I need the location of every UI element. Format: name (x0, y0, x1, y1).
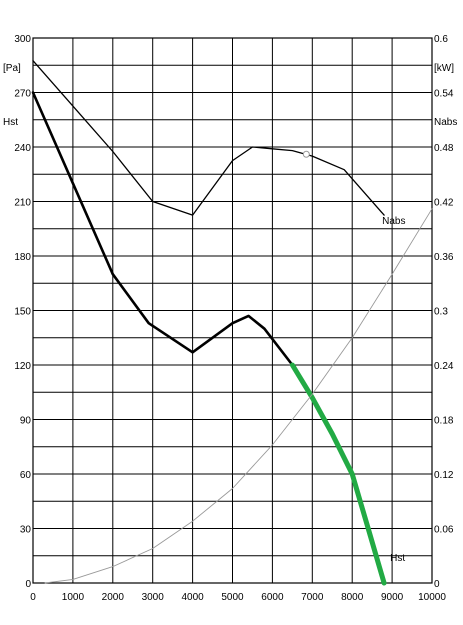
curve-label: Nabs (382, 216, 405, 227)
y-right-tick-label: 0.6 (434, 34, 448, 45)
y-left-tick-label: 0 (25, 579, 31, 590)
x-tick-label: 6000 (261, 592, 284, 603)
right-axis-unit: [kW] (434, 63, 454, 74)
y-left-tick-label: 90 (20, 416, 32, 427)
y-left-tick-label: 180 (14, 252, 31, 263)
operating-point-marker (302, 150, 310, 158)
series-2-line (289, 362, 387, 586)
x-tick-label: 4000 (181, 592, 204, 603)
x-tick-label: 2000 (102, 592, 125, 603)
y-right-tick-label: 0.12 (434, 470, 454, 481)
y-left-tick-label: 300 (14, 34, 31, 45)
y-left-tick-label: 30 (20, 525, 32, 536)
y-right-tick-label: 0.18 (434, 416, 454, 427)
y-right-tick-label: 0.24 (434, 361, 454, 372)
grid (32, 37, 433, 584)
y-right-tick-label: 0.42 (434, 198, 454, 209)
y-right-tick-label: 0.36 (434, 252, 454, 263)
y-right-tick-label: 0.54 (434, 89, 454, 100)
x-tick-label: 5000 (221, 592, 244, 603)
y-right-tick-label: 0.3 (434, 307, 448, 318)
x-tick-label: 10000 (418, 592, 446, 603)
annotations: Nabs Hst (382, 216, 405, 564)
tick-labels: 0 1000 2000 3000 4000 5000 6000 7000 8000 9000 100… (14, 34, 454, 603)
y-left-tick-label: 150 (14, 307, 31, 318)
right-axis-label: Nabs (434, 117, 457, 128)
y-left-tick-label: 210 (14, 198, 31, 209)
y-right-tick-label: 0 (434, 579, 440, 590)
x-tick-label: 7000 (301, 592, 324, 603)
x-tick-label: 0 (30, 592, 36, 603)
left-axis-unit: [Pa] (3, 63, 21, 74)
series-1-line (31, 91, 294, 367)
left-axis-label: Hst (3, 117, 18, 128)
plot-frame (32, 37, 433, 584)
series-0-line (32, 60, 385, 216)
y-left-tick-label: 120 (14, 361, 31, 372)
y-left-tick-label: 240 (14, 143, 31, 154)
y-right-tick-label: 0.48 (434, 143, 454, 154)
x-tick-label: 3000 (142, 592, 165, 603)
x-tick-label: 1000 (62, 592, 85, 603)
x-tick-label: 8000 (341, 592, 364, 603)
y-left-tick-label: 60 (20, 470, 32, 481)
curves (31, 60, 433, 586)
y-right-tick-label: 0.06 (434, 525, 454, 536)
x-tick-label: 9000 (381, 592, 404, 603)
y-left-tick-label: 270 (14, 89, 31, 100)
curve-label: Hst (390, 553, 405, 564)
series-3-line (44, 208, 433, 584)
